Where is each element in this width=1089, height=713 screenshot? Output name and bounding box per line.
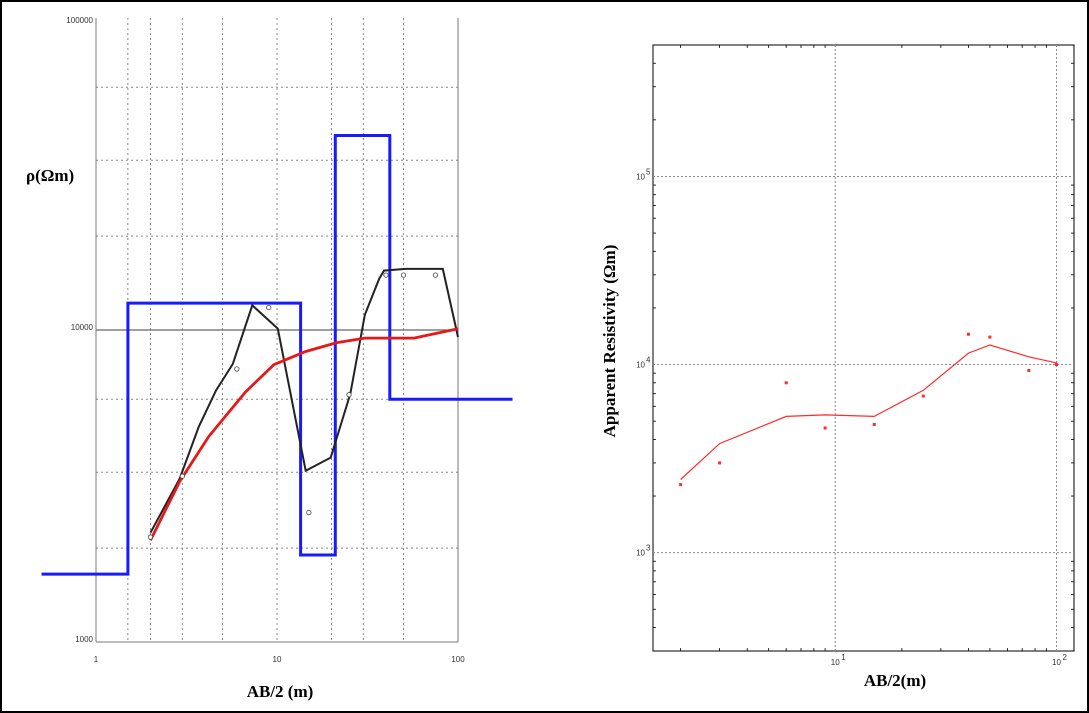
right-data-point — [718, 461, 722, 465]
right-y-tick-label: 10 — [636, 172, 645, 181]
right-y-tick-exponent: 4 — [646, 356, 651, 365]
right-y-tick-exponent: 3 — [646, 544, 651, 553]
right-y-tick-label: 10 — [636, 549, 645, 558]
right-data-point — [679, 483, 683, 487]
left-chart-y-label: ρ(Ωm) — [26, 166, 74, 185]
left-data-marker — [346, 392, 352, 398]
left-y-tick-label: 100000 — [66, 16, 93, 25]
left-y-tick-label: 1000 — [75, 635, 93, 644]
left-data-marker — [266, 304, 272, 311]
left-data-marker — [383, 272, 389, 278]
left-fitted-curve — [149, 327, 459, 541]
right-data-point — [872, 423, 876, 427]
left-chart-x-label: AB/2 (m) — [247, 682, 314, 701]
left-chart-series — [41, 134, 513, 576]
right-chart-series — [679, 332, 1058, 487]
right-x-tick-label: 10 — [1052, 658, 1061, 667]
right-data-point — [784, 381, 788, 385]
right-fitted-curve — [680, 344, 1057, 480]
right-x-tick-exponent: 2 — [1062, 653, 1067, 662]
left-x-tick-label: 100 — [451, 655, 465, 664]
right-data-point — [966, 332, 970, 336]
right-x-tick-label: 10 — [831, 658, 840, 667]
right-x-tick-exponent: 1 — [841, 653, 846, 662]
left-data-marker — [400, 272, 407, 278]
right-y-tick-label: 10 — [636, 361, 645, 370]
left-model-step-line — [41, 134, 513, 576]
right-data-point — [988, 335, 992, 339]
left-data-marker — [179, 473, 185, 479]
left-data-marker — [147, 534, 154, 540]
right-data-point — [1054, 363, 1058, 367]
right-data-point — [1027, 368, 1031, 372]
right-chart-plot-area — [652, 44, 1075, 652]
left-chart-tick-labels: 1 10 100 1000 10000 100000 — [66, 16, 465, 664]
left-data-marker — [234, 366, 240, 372]
left-x-tick-label: 10 — [273, 655, 282, 664]
right-chart-y-label: Apparent Resistivity (Ωm) — [600, 245, 619, 438]
right-data-point — [921, 394, 925, 398]
right-chart-x-label: AB/2(m) — [864, 671, 926, 690]
left-x-tick-label: 1 — [94, 655, 99, 664]
left-data-marker — [306, 509, 312, 516]
right-chart-grid — [653, 45, 1074, 651]
right-data-point — [823, 426, 827, 430]
left-y-tick-label: 10000 — [71, 323, 94, 332]
left-data-marker — [432, 272, 438, 278]
right-y-tick-exponent: 5 — [646, 167, 651, 176]
left-field-curve — [149, 267, 459, 534]
